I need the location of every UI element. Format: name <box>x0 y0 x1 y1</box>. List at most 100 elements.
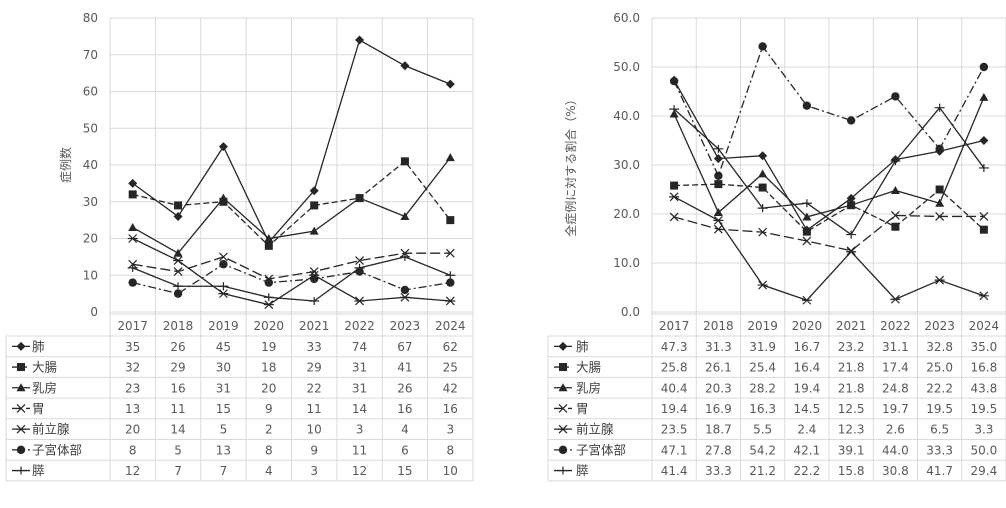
data-label: 31.3 <box>705 340 732 354</box>
data-label: 40.4 <box>661 381 688 395</box>
data-label: 27.8 <box>705 443 732 457</box>
data-point <box>399 252 410 261</box>
data-point <box>445 296 456 306</box>
data-label: 30 <box>216 361 231 375</box>
data-point <box>934 103 945 112</box>
data-point <box>757 204 768 213</box>
data-point <box>979 225 988 234</box>
data-label: 33 <box>307 340 322 354</box>
data-label: 33.3 <box>705 464 732 478</box>
data-point <box>669 105 680 114</box>
legend-entry: 胃 <box>576 401 589 416</box>
y-tick-label: 20 <box>83 232 98 246</box>
data-label: 12 <box>352 464 367 478</box>
data-point <box>846 246 856 256</box>
legend-marker <box>16 404 26 413</box>
data-label: 10 <box>307 423 322 437</box>
data-label: 33.3 <box>926 443 953 457</box>
data-label: 39.1 <box>838 443 865 457</box>
data-label: 2.4 <box>797 423 816 437</box>
data-label: 23.2 <box>838 340 865 354</box>
data-point <box>127 234 138 243</box>
data-point <box>669 192 680 202</box>
data-point <box>128 278 137 287</box>
data-point <box>218 282 229 291</box>
data-point <box>713 215 724 225</box>
data-point <box>802 227 811 236</box>
x-tick-label: 2017 <box>117 319 148 333</box>
data-label: 31.1 <box>882 340 909 354</box>
series-line <box>132 160 451 247</box>
data-point <box>979 136 989 145</box>
data-point <box>846 247 857 257</box>
data-label: 16.7 <box>794 340 821 354</box>
data-label: 28.2 <box>749 381 776 395</box>
data-point <box>891 222 900 231</box>
series-line <box>132 263 451 295</box>
data-point <box>445 79 455 89</box>
data-label: 5 <box>174 443 182 457</box>
data-point <box>446 278 455 287</box>
data-label: 3 <box>356 423 364 437</box>
data-label: 18.7 <box>705 423 732 437</box>
x-tick-label: 2023 <box>390 319 421 333</box>
data-point <box>173 289 183 298</box>
data-label: 62 <box>443 340 458 354</box>
data-point <box>173 211 183 221</box>
data-label: 31.9 <box>749 340 776 354</box>
data-label: 26 <box>170 340 185 354</box>
data-point <box>714 171 723 180</box>
x-tick-label: 2024 <box>435 319 466 333</box>
x-tick-label: 2017 <box>659 319 690 333</box>
x-tick-label: 2022 <box>344 319 375 333</box>
x-tick-label: 2021 <box>299 319 330 333</box>
data-point <box>219 252 228 262</box>
data-label: 13 <box>125 402 140 416</box>
data-point <box>934 275 945 285</box>
data-label: 20 <box>125 423 140 437</box>
y-tick-label: 0.0 <box>621 305 640 319</box>
data-label: 25.0 <box>926 361 953 375</box>
data-label: 47.3 <box>661 340 688 354</box>
data-point <box>669 109 679 118</box>
legend-entry: 肺 <box>576 339 589 354</box>
legend-marker <box>17 363 25 372</box>
y-tick-label: 20.0 <box>613 207 640 221</box>
legend-marker <box>558 424 568 434</box>
legend-entry: 大腸 <box>32 360 58 375</box>
data-label: 29.4 <box>971 464 998 478</box>
legend-marker <box>558 404 568 413</box>
y-tick-label: 10.0 <box>613 256 640 270</box>
data-point <box>890 157 901 166</box>
data-point <box>264 278 274 287</box>
data-label: 31 <box>352 361 367 375</box>
series-2 <box>128 153 455 257</box>
data-label: 11 <box>307 402 322 416</box>
legend-marker <box>559 363 567 372</box>
data-label: 6 <box>401 443 409 457</box>
legend-marker <box>16 445 26 455</box>
data-point <box>174 201 183 210</box>
series-6 <box>127 252 456 305</box>
data-label: 25.8 <box>661 361 688 375</box>
data-point <box>714 180 723 189</box>
legend-entry: 胃 <box>32 401 45 416</box>
legend-entry: 膵 <box>576 463 589 478</box>
data-point <box>935 144 944 154</box>
data-label: 41.7 <box>926 464 953 478</box>
data-label: 9 <box>265 402 273 416</box>
data-point <box>264 241 273 250</box>
series-5 <box>669 42 989 180</box>
data-label: 6.5 <box>930 423 949 437</box>
data-point <box>758 151 768 161</box>
data-point <box>758 42 767 51</box>
y-tick-label: 80 <box>83 11 98 25</box>
y-tick-label: 60 <box>83 85 98 99</box>
data-point <box>802 236 812 246</box>
data-point <box>309 274 319 284</box>
data-point <box>891 92 900 101</box>
legend-marker <box>558 445 568 455</box>
data-label: 8 <box>446 443 454 457</box>
legend-marker <box>558 466 568 475</box>
